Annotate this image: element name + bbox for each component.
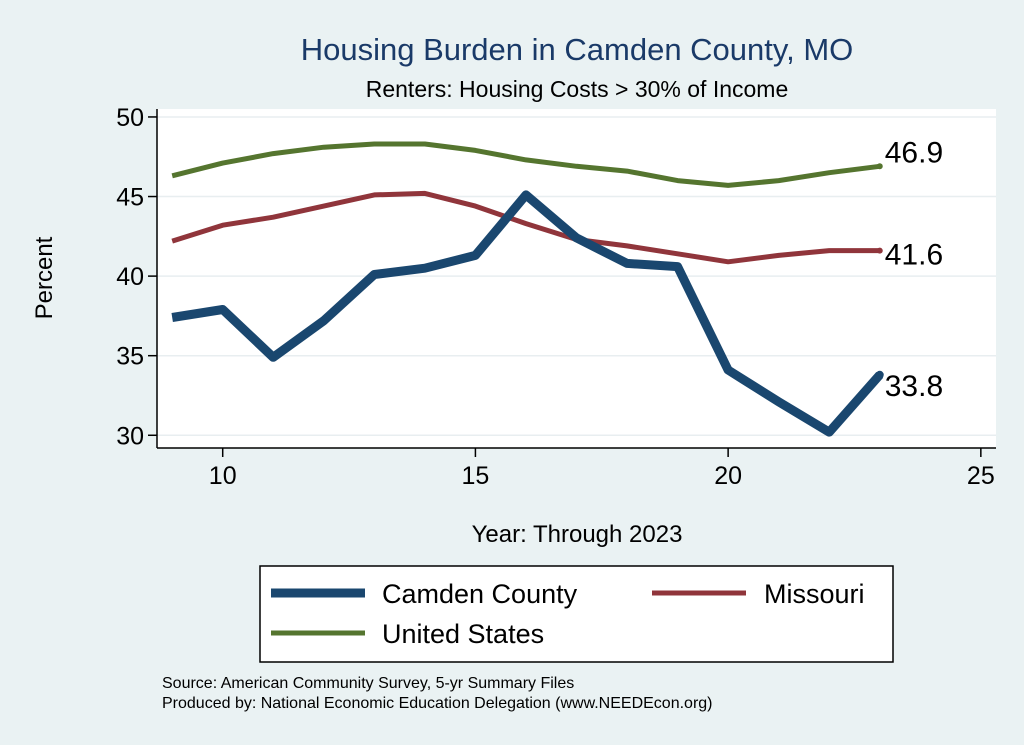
end-label-camden-county: 33.8 [885,370,943,403]
y-tick-label: 40 [116,263,144,291]
chart-subtitle: Renters: Housing Costs > 30% of Income [366,76,789,102]
series-line-camden-county [171,190,884,437]
legend-label-united-states: United States [382,619,544,649]
x-tick-label: 25 [967,462,995,490]
series-layer [171,141,884,437]
x-tick-label: 15 [462,462,490,490]
legend-label-camden: Camden County [382,579,578,609]
end-labels: 46.9 41.6 33.8 [885,136,943,402]
legend-label-missouri: Missouri [764,579,865,609]
source-note: Source: American Community Survey, 5-yr … [162,675,574,692]
y-axis-label: Percent [31,236,58,319]
x-axis-label: Year: Through 2023 [472,521,683,548]
end-label-missouri: 41.6 [885,239,943,272]
chart-title: Housing Burden in Camden County, MO [301,32,854,67]
y-tick-label: 35 [116,343,144,371]
producer-note: Produced by: National Economic Education… [162,695,713,712]
end-label-united-states: 46.9 [885,136,943,169]
y-tick-label: 45 [116,184,144,212]
series-end-point-missouri [876,247,883,254]
x-tick-label: 20 [714,462,742,490]
y-tick-label: 30 [116,422,144,450]
series-end-point-camden-county [875,370,884,379]
plot-area [157,109,996,448]
legend: Camden County Missouri United States [259,565,894,663]
series-line-missouri [171,190,880,265]
series-end-point-united-states [876,163,883,170]
legend-box [259,565,894,663]
y-tick-label: 50 [116,104,144,132]
x-axis: 10 15 20 25 [157,447,996,490]
x-tick-label: 10 [209,462,237,490]
y-axis: 30 35 40 45 50 [116,104,158,450]
series-line-united-states [171,141,881,188]
grid [157,116,996,437]
